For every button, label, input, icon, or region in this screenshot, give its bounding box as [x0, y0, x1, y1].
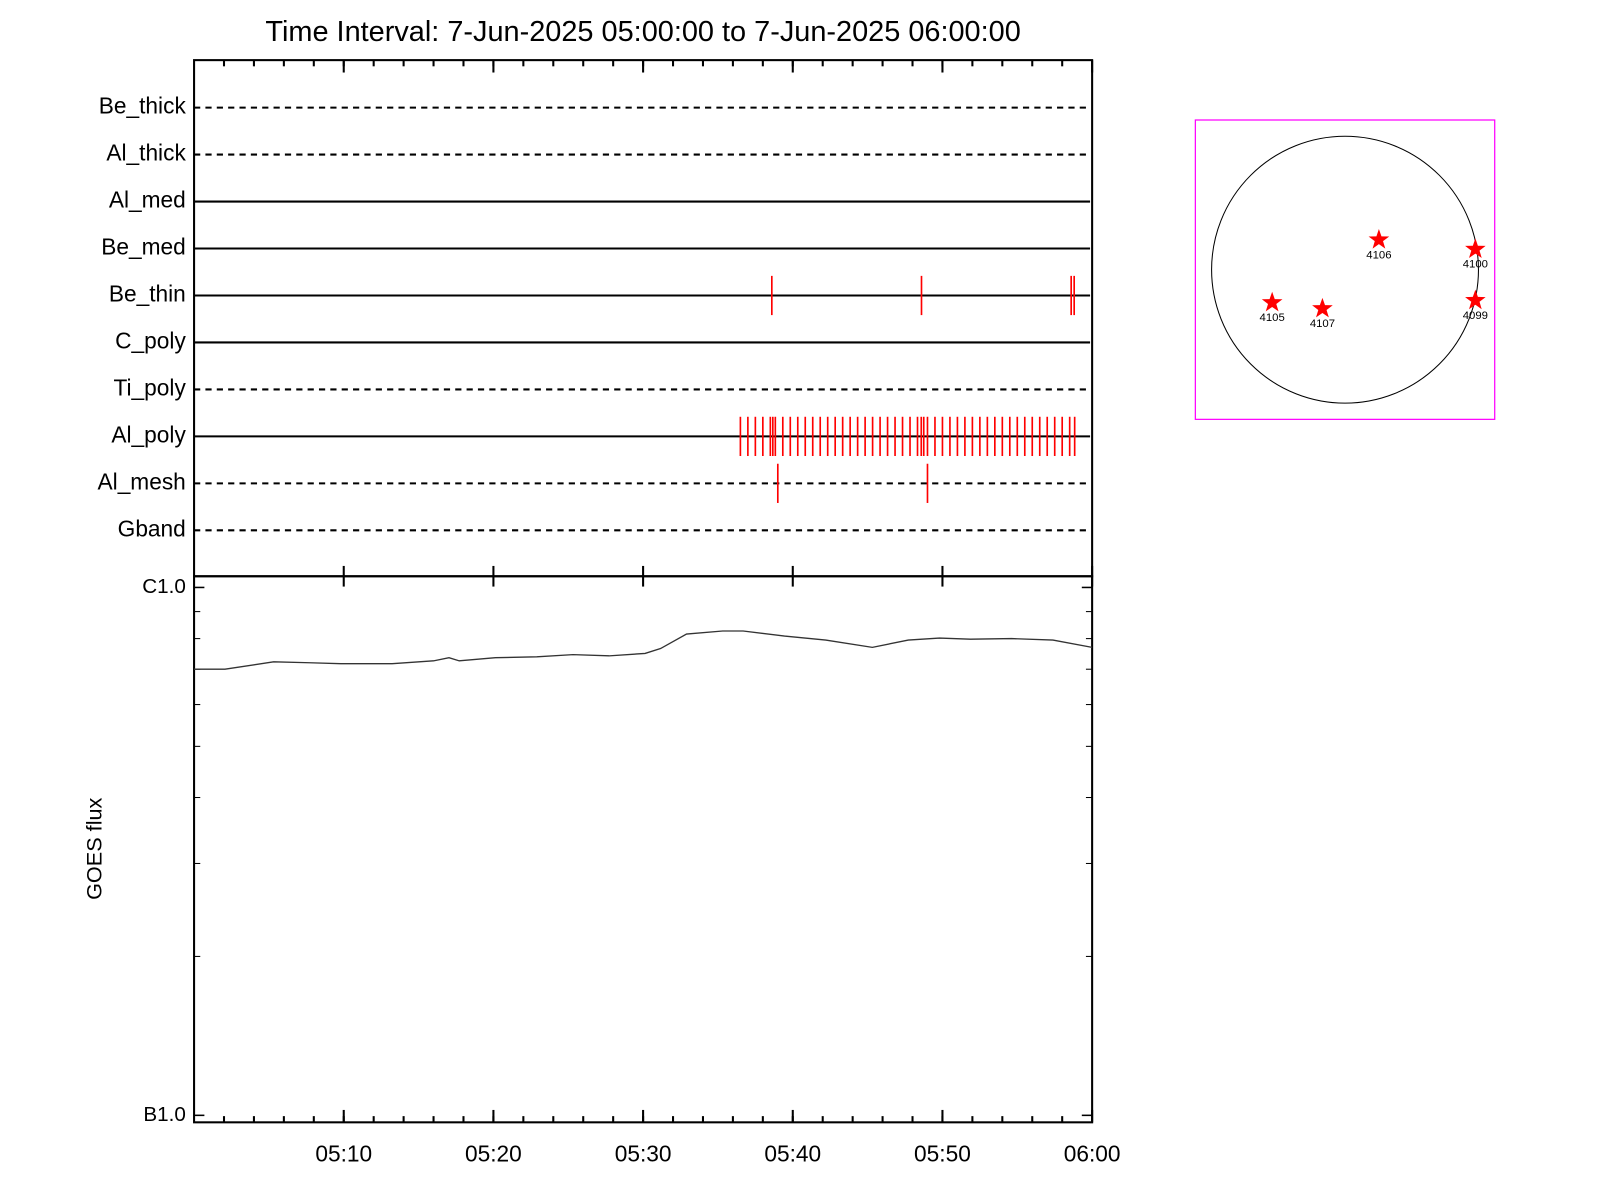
- panel-frame: [193, 59, 1094, 578]
- row-label: C_poly: [115, 327, 186, 353]
- region-marker: [1312, 297, 1333, 318]
- region-marker: [1368, 229, 1390, 249]
- region-label: 4105: [1260, 312, 1285, 324]
- row-label: Gband: [118, 515, 186, 541]
- region-label: 4107: [1310, 318, 1335, 330]
- x-tick-label: 05:20: [465, 1140, 522, 1166]
- row-label: Be_thin: [109, 280, 186, 306]
- goes-line: [194, 630, 1093, 670]
- region-marker: [1261, 291, 1283, 312]
- row-label: Al_mesh: [98, 468, 186, 494]
- row-label: Ti_poly: [114, 374, 187, 400]
- x-tick-label: 05:40: [764, 1140, 821, 1166]
- region-label: 4100: [1463, 259, 1488, 271]
- x-tick-label: 06:00: [1064, 1140, 1121, 1166]
- y-tick-label: C1.0: [142, 575, 186, 598]
- row-label: Al_poly: [111, 421, 186, 447]
- chart-title: Time Interval: 7-Jun-2025 05:00:00 to 7-…: [265, 16, 1020, 48]
- x-tick-label: 05:10: [315, 1140, 372, 1166]
- region-label: 4106: [1366, 249, 1391, 261]
- row-label: Al_thick: [106, 140, 186, 166]
- x-tick-label: 05:30: [615, 1140, 672, 1166]
- y-axis-label: GOES flux: [82, 797, 107, 899]
- panel-frame: [193, 575, 1094, 1124]
- y-tick-label: B1.0: [143, 1103, 185, 1126]
- row-label: Be_thick: [99, 93, 187, 119]
- region-marker: [1465, 289, 1486, 310]
- region-label: 4099: [1463, 310, 1488, 322]
- map-frame: [1194, 119, 1496, 420]
- region-marker: [1465, 238, 1486, 259]
- x-tick-label: 05:50: [914, 1140, 971, 1166]
- row-label: Be_med: [101, 234, 186, 260]
- row-label: Al_med: [109, 187, 186, 213]
- solar-disk: [1211, 135, 1479, 404]
